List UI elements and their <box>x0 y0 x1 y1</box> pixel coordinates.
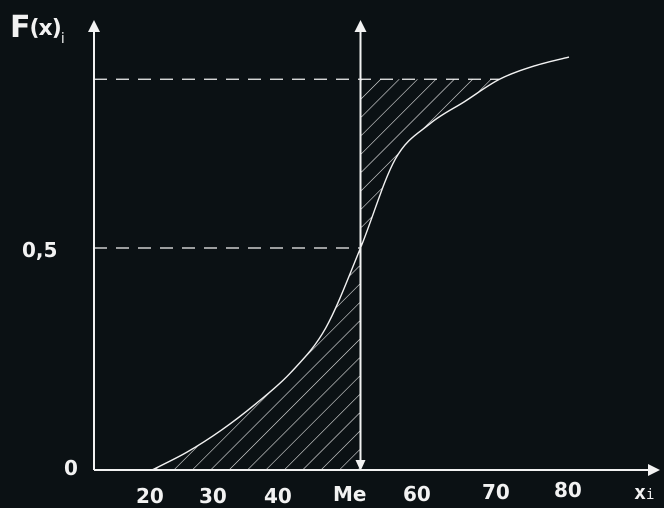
median-bottom-arrow <box>355 460 366 471</box>
x-tick-label-me: Me <box>333 482 367 506</box>
y-axis-arrow <box>88 20 100 32</box>
y-tick-label-0: 0 <box>64 456 78 480</box>
x-tick-label-70: 70 <box>482 480 510 504</box>
y-axis-label: F(x)i <box>10 10 65 47</box>
y-axis-label-main: F <box>10 10 30 45</box>
x-axis-label: xi <box>634 480 654 504</box>
x-tick-label-60: 60 <box>403 482 431 506</box>
x-tick-label-20: 20 <box>136 484 164 508</box>
x-axis-label-sub: i <box>646 487 655 503</box>
x-tick-label-40: 40 <box>264 484 292 508</box>
x-axis-arrow <box>648 464 660 476</box>
median-top-arrow <box>354 20 367 32</box>
y-tick-label-0-5: 0,5 <box>22 238 58 262</box>
x-tick-label-30: 30 <box>199 484 227 508</box>
x-tick-label-80: 80 <box>554 478 582 502</box>
y-axis-label-sub: i <box>60 31 65 47</box>
upper-hatched-area <box>360 79 500 248</box>
y-axis-label-paren: (x) <box>29 16 62 41</box>
lower-hatched-area <box>152 248 361 470</box>
x-axis-label-main: x <box>634 480 647 504</box>
